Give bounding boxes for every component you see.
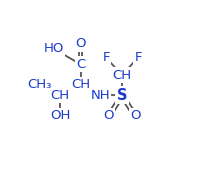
Text: CH: CH — [51, 89, 70, 102]
Text: F: F — [102, 51, 110, 64]
Text: NH: NH — [90, 89, 110, 102]
Text: OH: OH — [50, 109, 70, 122]
Text: S: S — [117, 88, 127, 103]
Text: C: C — [76, 58, 85, 71]
Text: O: O — [104, 109, 114, 122]
Text: O: O — [130, 109, 140, 122]
Text: CH: CH — [112, 69, 132, 82]
Text: F: F — [134, 51, 142, 64]
Text: CH: CH — [71, 78, 90, 91]
Text: O: O — [75, 37, 86, 50]
Text: HO: HO — [43, 42, 64, 55]
Text: CH₃: CH₃ — [28, 78, 52, 91]
